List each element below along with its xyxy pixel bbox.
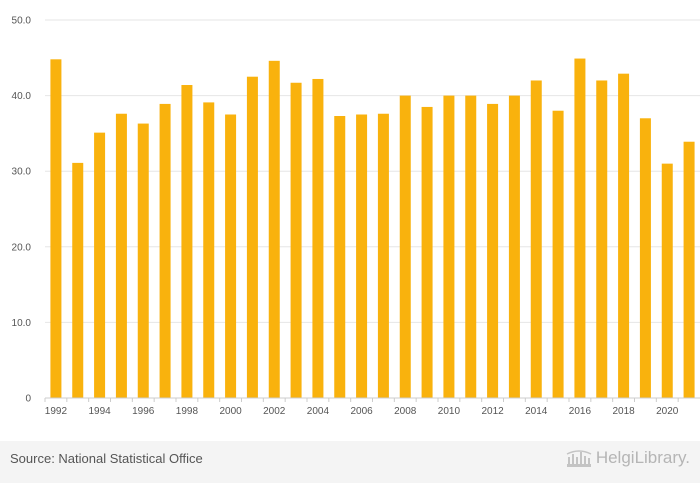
bar[interactable]: 1998: 41.4 — [181, 85, 193, 399]
y-tick-label: 0 — [25, 394, 31, 405]
bar[interactable]: 1996: 36.3 — [137, 123, 149, 399]
x-tick-label: 2006 — [350, 406, 373, 417]
x-tick-label: 2002 — [263, 406, 286, 417]
x-tick-label: 2020 — [656, 406, 679, 417]
bar[interactable]: 2004: 42.2 — [312, 78, 324, 398]
x-tick-label: 2004 — [307, 406, 330, 417]
x-tick-label: 2010 — [438, 406, 461, 417]
x-tick-label: 2008 — [394, 406, 417, 417]
bar[interactable]: 1995: 37.6 — [115, 113, 127, 398]
bar[interactable]: 2020: 31 — [661, 163, 673, 398]
bar[interactable]: 2008: 40 — [399, 95, 411, 398]
bar[interactable]: 2007: 37.6 — [377, 113, 389, 398]
x-tick-label: 2000 — [219, 406, 242, 417]
bar[interactable]: 2003: 41.7 — [290, 82, 302, 399]
bar[interactable]: 2009: 38.5 — [421, 106, 433, 398]
bar[interactable]: 2014: 42 — [530, 80, 542, 398]
x-tick-label: 1994 — [88, 406, 111, 417]
bar[interactable]: 1994: 35.1 — [94, 132, 106, 399]
bar[interactable]: 1992: 44.8 — [50, 59, 62, 398]
x-tick-label: 2014 — [525, 406, 548, 417]
bar[interactable]: 1993: 31.1 — [72, 162, 84, 398]
bar[interactable]: 2012: 38.9 — [487, 103, 499, 398]
bar[interactable]: 2010: 40 — [443, 95, 455, 398]
x-tick-label: 2016 — [569, 406, 592, 417]
x-tick-label: 2018 — [612, 406, 635, 417]
bar[interactable]: 1999: 39.1 — [203, 102, 215, 399]
y-tick-label: 30.0 — [12, 167, 32, 178]
bar[interactable]: 2006: 37.5 — [356, 114, 368, 399]
x-tick-label: 1996 — [132, 406, 155, 417]
bar[interactable]: 2013: 40 — [508, 95, 520, 398]
bar[interactable]: 2015: 38 — [552, 110, 564, 398]
bar[interactable]: 2001: 42.5 — [246, 76, 258, 398]
gridlines — [45, 19, 700, 323]
axes: 0 10.0 20.0 30.0 40.0 50.0 1992 1994 1996 1998 200… — [12, 16, 700, 417]
bar[interactable]: 2016: 44.9 — [574, 58, 586, 398]
x-tick-label: 1992 — [45, 406, 68, 417]
bar[interactable]: 2005: 37.3 — [334, 116, 346, 399]
y-tick-label: 10.0 — [12, 318, 32, 329]
bar[interactable]: 2002: 44.6 — [268, 60, 280, 398]
bar-chart: 1992: 44.8 1993: 31.1 1994: 35.1 1995: 37.6… — [12, 16, 700, 417]
bars: 1992: 44.8 1993: 31.1 1994: 35.1 1995: 37.6… — [50, 58, 695, 399]
footer-bar — [0, 441, 700, 483]
brand-logo[interactable]: HelgiLibrary. — [566, 448, 690, 468]
y-tick-label: 20.0 — [12, 242, 32, 253]
x-tick-label: 1998 — [176, 406, 199, 417]
y-tick-label: 50.0 — [12, 16, 32, 27]
source-note: Source: National Statistical Office — [10, 451, 203, 466]
bar[interactable]: 1997: 38.9 — [159, 103, 171, 398]
brand-name: HelgiLibrary. — [595, 448, 690, 467]
bar[interactable]: 2000: 37.5 — [225, 114, 237, 399]
building-icon — [566, 450, 592, 467]
bar[interactable]: 2018: 42.9 — [618, 73, 630, 399]
bar[interactable]: 2011: 40 — [465, 95, 477, 398]
x-tick-label: 2012 — [481, 406, 504, 417]
bar[interactable]: 2017: 42 — [596, 80, 608, 398]
y-tick-label: 40.0 — [12, 91, 32, 102]
bar[interactable]: 2019: 37 — [639, 118, 651, 398]
bar[interactable]: 2021: 33.9 — [683, 141, 695, 398]
